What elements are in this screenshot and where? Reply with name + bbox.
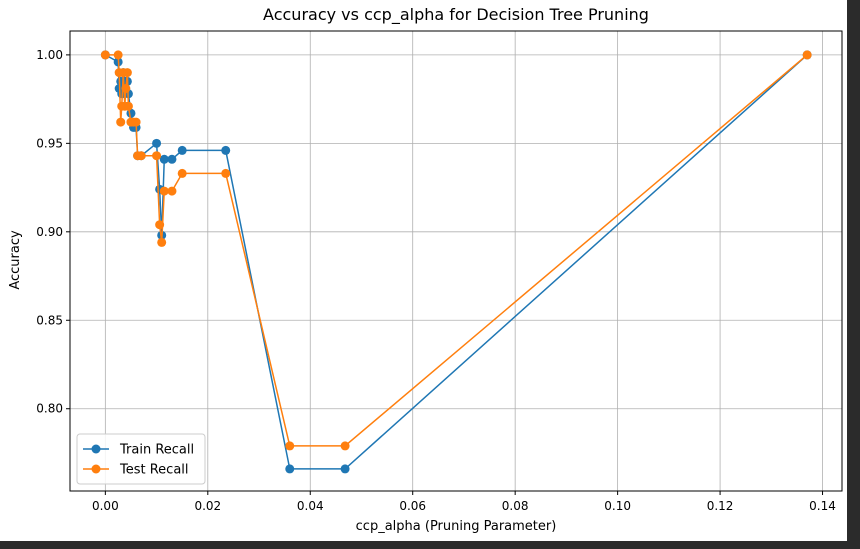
- grid: [70, 31, 842, 491]
- data-point: [167, 154, 177, 164]
- data-point: [157, 237, 167, 247]
- x-axis-label: ccp_alpha (Pruning Parameter): [356, 519, 557, 534]
- y-tick-label: 0.90: [36, 225, 63, 239]
- series-layer: [100, 50, 812, 474]
- legend-label-test: Test Recall: [119, 463, 189, 478]
- y-tick-label: 0.80: [36, 402, 63, 416]
- y-axis-label: Accuracy: [8, 230, 23, 290]
- data-point: [131, 117, 141, 127]
- y-axis-ticks: 0.80 0.85 0.90 0.95 1.00: [36, 48, 70, 416]
- legend-marker-train: [91, 444, 101, 454]
- data-point: [152, 151, 162, 161]
- data-point: [152, 138, 162, 148]
- legend-label-train: Train Recall: [119, 443, 194, 458]
- x-tick-label: 0.10: [604, 499, 631, 513]
- data-point: [116, 117, 126, 127]
- x-tick-label: 0.04: [297, 499, 324, 513]
- data-point: [167, 186, 177, 196]
- data-point: [340, 464, 350, 474]
- data-point: [155, 220, 165, 230]
- chart-title: Accuracy vs ccp_alpha for Decision Tree …: [263, 5, 649, 25]
- legend-marker-test: [91, 464, 101, 474]
- data-point: [285, 464, 295, 474]
- data-point: [136, 151, 146, 161]
- x-tick-label: 0.12: [707, 499, 734, 513]
- data-point: [221, 168, 231, 178]
- data-point: [122, 68, 132, 78]
- data-point: [123, 101, 133, 111]
- y-tick-label: 0.95: [36, 136, 63, 150]
- data-point: [221, 145, 231, 155]
- series-test-recall: [100, 50, 812, 451]
- window-edge-bottom: [0, 541, 860, 549]
- data-point: [285, 441, 295, 451]
- data-point: [113, 50, 123, 60]
- legend: Train Recall Test Recall: [76, 433, 206, 485]
- x-tick-label: 0.02: [194, 499, 221, 513]
- data-point: [159, 186, 169, 196]
- x-tick-label: 0.08: [502, 499, 529, 513]
- data-point: [802, 50, 812, 60]
- legend-box: [76, 433, 206, 485]
- data-point: [121, 84, 131, 93]
- data-point: [177, 168, 187, 178]
- x-tick-label: 0.06: [399, 499, 426, 513]
- data-point: [340, 441, 350, 451]
- y-tick-label: 1.00: [36, 48, 63, 62]
- data-point: [100, 50, 110, 60]
- data-point: [177, 145, 187, 155]
- y-tick-label: 0.85: [36, 313, 63, 327]
- data-point: [159, 154, 169, 164]
- plot-frame: [69, 30, 843, 492]
- window-edge-right: [847, 0, 860, 549]
- x-tick-label: 0.14: [809, 499, 836, 513]
- x-axis-ticks: 0.00 0.02 0.04 0.06 0.08 0.10 0.12 0.14: [92, 491, 836, 513]
- x-tick-label: 0.00: [92, 499, 119, 513]
